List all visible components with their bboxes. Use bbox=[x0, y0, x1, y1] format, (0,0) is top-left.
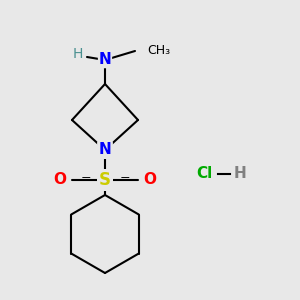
Text: =: = bbox=[80, 173, 91, 187]
Text: =: = bbox=[119, 173, 130, 187]
Text: CH₃: CH₃ bbox=[147, 44, 170, 58]
Text: H: H bbox=[73, 47, 83, 61]
Text: O: O bbox=[53, 172, 67, 188]
Text: O: O bbox=[143, 172, 157, 188]
Text: N: N bbox=[99, 52, 111, 68]
Text: Cl: Cl bbox=[196, 167, 212, 182]
Text: S: S bbox=[99, 171, 111, 189]
Text: N: N bbox=[99, 142, 111, 158]
Text: H: H bbox=[234, 167, 246, 182]
